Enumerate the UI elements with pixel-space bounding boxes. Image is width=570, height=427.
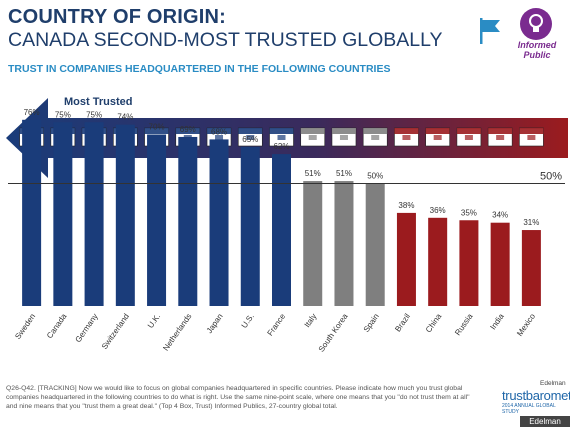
reference-line-label: 50% — [540, 171, 562, 183]
bar-spain — [365, 183, 385, 306]
country-flag-icon — [331, 127, 357, 147]
tick-label: Canada — [45, 312, 69, 341]
bar-russia — [459, 220, 479, 306]
bar-mexico — [521, 230, 541, 306]
informed-public-badge — [520, 8, 552, 40]
tick-label: Russia — [453, 312, 475, 338]
page-title: COUNTRY OF ORIGIN: — [8, 6, 227, 28]
tick-label: China — [424, 312, 444, 335]
tick-label: Mexico — [515, 312, 537, 338]
tick-label: Germany — [73, 312, 99, 344]
tick-label: India — [488, 312, 506, 332]
tick-label: Brazil — [393, 312, 412, 334]
bar-china — [428, 217, 448, 306]
trust-bar-chart: 76% 75% 75% 74% 70% 69% 68% 65% 62% 51% 51% 50% 38% 3… — [6, 98, 568, 354]
bar-switzerland — [115, 124, 135, 306]
lightbulb-icon — [529, 14, 543, 32]
tick-label: Netherlands — [161, 312, 193, 353]
trustbarometer-logo: trustbarometer — [502, 388, 570, 403]
data-label: 76% — [24, 108, 40, 117]
data-label: 65% — [242, 135, 258, 144]
tick-label: U.S. — [240, 312, 256, 330]
country-flag-icon — [362, 127, 388, 147]
edelman-small-logo: Edelman — [540, 380, 566, 387]
country-flag-icon — [487, 127, 513, 147]
trustbarometer-sublabel: 2014 ANNUAL GLOBAL STUDY — [502, 403, 556, 415]
data-label: 70% — [149, 123, 165, 132]
data-label: 62% — [273, 142, 289, 151]
data-label: 31% — [523, 218, 539, 227]
data-label: 36% — [430, 206, 446, 215]
data-label: 50% — [367, 172, 383, 181]
bar-india — [490, 222, 510, 306]
page-headline: CANADA SECOND-MOST TRUSTED GLOBALLY — [8, 29, 443, 51]
data-label: 75% — [55, 110, 71, 119]
bar-netherlands — [178, 136, 198, 306]
data-label: 34% — [492, 211, 508, 220]
country-flag-icon — [300, 127, 326, 147]
bar-brazil — [396, 212, 416, 306]
tick-label: South Korea — [317, 312, 350, 354]
tick-label: Spain — [362, 312, 381, 334]
country-flag-icon — [237, 127, 263, 147]
data-label: 51% — [305, 169, 321, 178]
bar-france — [272, 154, 291, 306]
tick-label: Sweden — [13, 312, 37, 341]
chart-subtitle: TRUST IN COMPANIES HEADQUARTERED IN THE … — [8, 63, 391, 75]
bar-u-s- — [240, 146, 260, 306]
tick-label: U.K. — [146, 312, 162, 330]
data-label: 69% — [180, 125, 196, 134]
country-flag-icon — [269, 127, 294, 147]
data-label: 38% — [398, 201, 414, 210]
country-flag-icon — [394, 127, 419, 147]
data-label: 75% — [86, 110, 102, 119]
bar-sweden — [22, 119, 42, 306]
country-flag-icon — [456, 127, 482, 147]
bar-south-korea — [334, 181, 354, 306]
tick-label: Switzerland — [100, 312, 131, 351]
data-label: 74% — [117, 113, 133, 122]
arrow-label: Most Trusted — [64, 96, 133, 108]
data-label: 68% — [211, 127, 227, 136]
country-flag-icon — [519, 127, 544, 147]
bar-canada — [53, 122, 73, 306]
badge-label: Informed Public — [517, 40, 557, 60]
data-label: 35% — [461, 208, 477, 217]
edelman-corner-tag: Edelman — [520, 416, 570, 427]
footnote: Q26-Q42. [TRACKING] Now we would like to… — [6, 385, 470, 410]
bar-u-k- — [147, 134, 167, 306]
tick-label: France — [265, 312, 287, 338]
tick-label: Italy — [303, 312, 319, 329]
bar-germany — [84, 122, 104, 306]
tick-label: Japan — [205, 312, 225, 335]
flag-icon — [480, 18, 500, 44]
bar-japan — [209, 139, 229, 306]
data-label: 51% — [336, 169, 352, 178]
country-flag-icon — [425, 127, 450, 147]
bar-italy — [303, 181, 323, 306]
